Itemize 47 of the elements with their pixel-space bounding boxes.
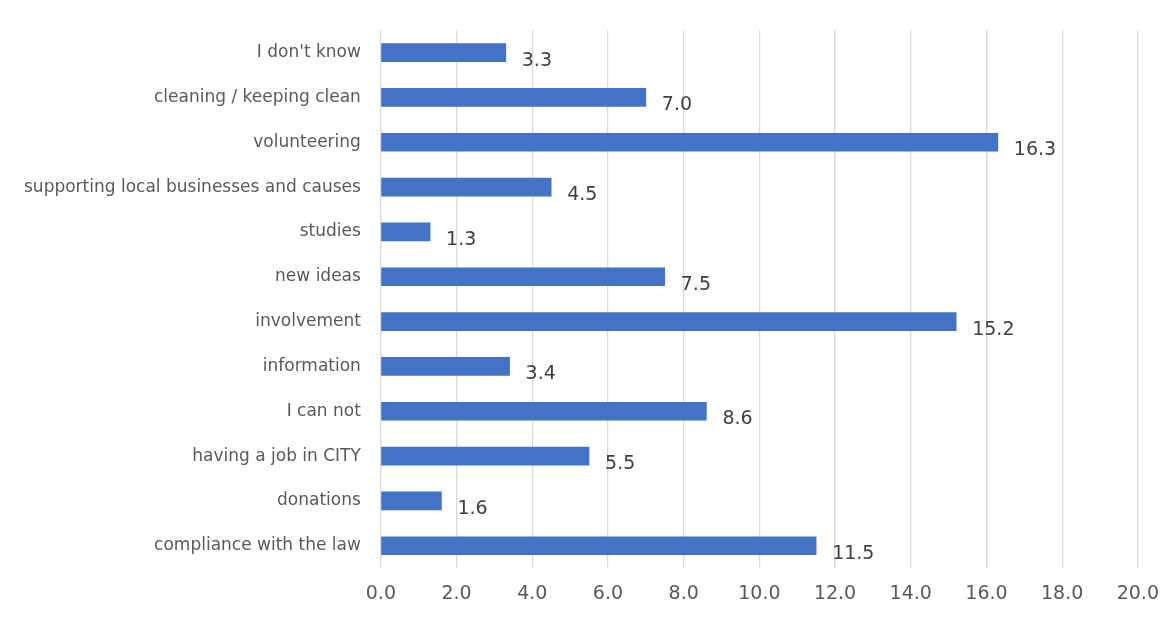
data-label: 7.0 [661,92,693,115]
x-tick-label: 10.0 [738,580,781,603]
bar [381,132,999,152]
data-label: 3.3 [521,47,552,70]
x-tick-label: 6.0 [592,580,624,603]
bar [381,222,431,242]
y-tick-label: I don't know [256,41,361,62]
data-label: 7.5 [680,271,711,294]
bar [381,357,510,376]
y-tick-label: cleaning / keeping clean [153,85,361,106]
bar [381,312,957,331]
bar [381,88,647,107]
bar [381,491,442,511]
data-label: 8.6 [722,406,753,429]
y-tick-label: compliance with the law [154,534,361,555]
y-tick-label: having a job in CITY [192,444,362,465]
x-tick-label: 8.0 [668,580,699,603]
y-tick-label: new ideas [275,265,362,286]
bar [381,536,817,556]
x-tick-label: 18.0 [1041,580,1084,603]
y-tick-label: donations [277,489,362,510]
x-tick-label: 2.0 [441,580,472,603]
y-tick-label: volunteering [253,130,361,151]
data-label: 5.5 [605,451,636,474]
data-label: 1.6 [457,495,488,518]
x-tick-label: 4.0 [517,580,548,603]
data-label: 3.4 [525,361,556,384]
data-label: 4.5 [567,182,598,205]
bar [381,267,666,287]
data-label: 11.5 [832,540,875,563]
bar [381,401,707,421]
bar [381,446,590,466]
x-tick-label: 16.0 [965,580,1008,603]
y-tick-label: information [262,354,361,375]
data-label: 1.3 [446,226,477,249]
data-label: 16.3 [1013,137,1057,160]
x-tick-label: 20.0 [1116,580,1159,603]
x-tick-label: 14.0 [889,580,932,603]
y-tick-label: I can not [286,399,362,420]
x-tick-label: 0.0 [365,580,396,603]
y-tick-label: studies [299,220,362,241]
y-tick-label: involvement [255,310,362,331]
y-tick-label: supporting local businesses and causes [24,175,362,196]
x-tick-label: 12.0 [813,580,857,603]
bar [381,177,552,197]
bar [381,43,507,62]
data-label: 15.2 [972,316,1015,339]
